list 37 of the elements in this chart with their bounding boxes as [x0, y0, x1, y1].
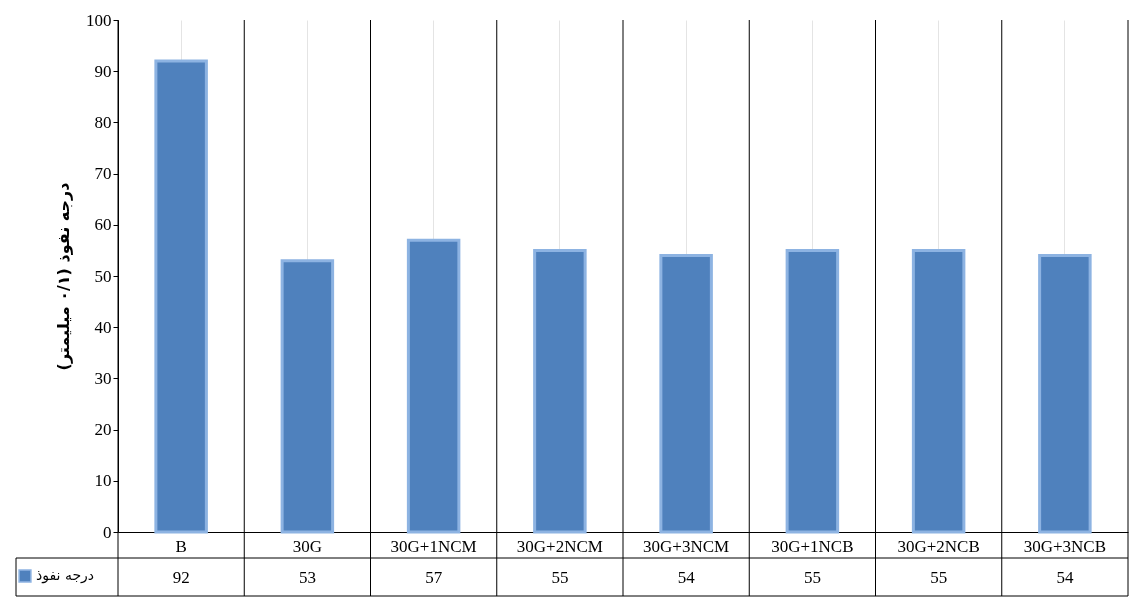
legend-label: درجه نفوذ	[36, 567, 95, 584]
y-tick-label: 0	[103, 522, 112, 542]
data-label: 53	[298, 568, 316, 587]
x-tick-label: 30G+2NCM	[516, 536, 603, 556]
bar	[280, 259, 335, 534]
x-tick-label: 30G	[292, 536, 323, 556]
data-label: 54	[677, 568, 696, 587]
y-tick-label: 90	[94, 61, 112, 81]
bar	[785, 248, 840, 534]
data-label: 57	[425, 568, 443, 587]
data-label: 92	[172, 568, 190, 587]
x-tick-label: B	[175, 536, 187, 556]
y-tick-label: 20	[94, 420, 112, 440]
y-tick-label: 10	[94, 471, 112, 491]
bar	[911, 248, 966, 534]
data-label: 55	[930, 568, 948, 587]
bar	[406, 238, 461, 534]
x-tick-label: 30G+1NCM	[390, 536, 477, 556]
x-tick-label: 30G+1NCB	[771, 536, 854, 556]
bar	[533, 248, 587, 534]
data-label: 55	[803, 568, 821, 587]
y-tick-label: 50	[94, 266, 112, 286]
y-tick-label: 30	[94, 368, 112, 388]
bar	[659, 254, 713, 534]
bar	[154, 59, 208, 534]
data-label: 54	[1056, 568, 1074, 587]
y-tick-label: 100	[86, 10, 112, 30]
y-axis-title: درجه نفوذ (۰/۱ میلیمتر)	[54, 182, 73, 371]
data-label: 55	[551, 568, 569, 587]
y-tick-label: 40	[94, 317, 112, 337]
x-tick-label: 30G+2NCB	[897, 536, 980, 556]
x-tick-label: 30G+3NCB	[1023, 536, 1107, 556]
x-tick-label: 30G+3NCM	[643, 536, 730, 556]
y-tick-label: 70	[94, 164, 112, 184]
bar	[1038, 254, 1092, 534]
y-tick-label: 60	[94, 215, 112, 235]
y-tick-label: 80	[94, 112, 112, 132]
